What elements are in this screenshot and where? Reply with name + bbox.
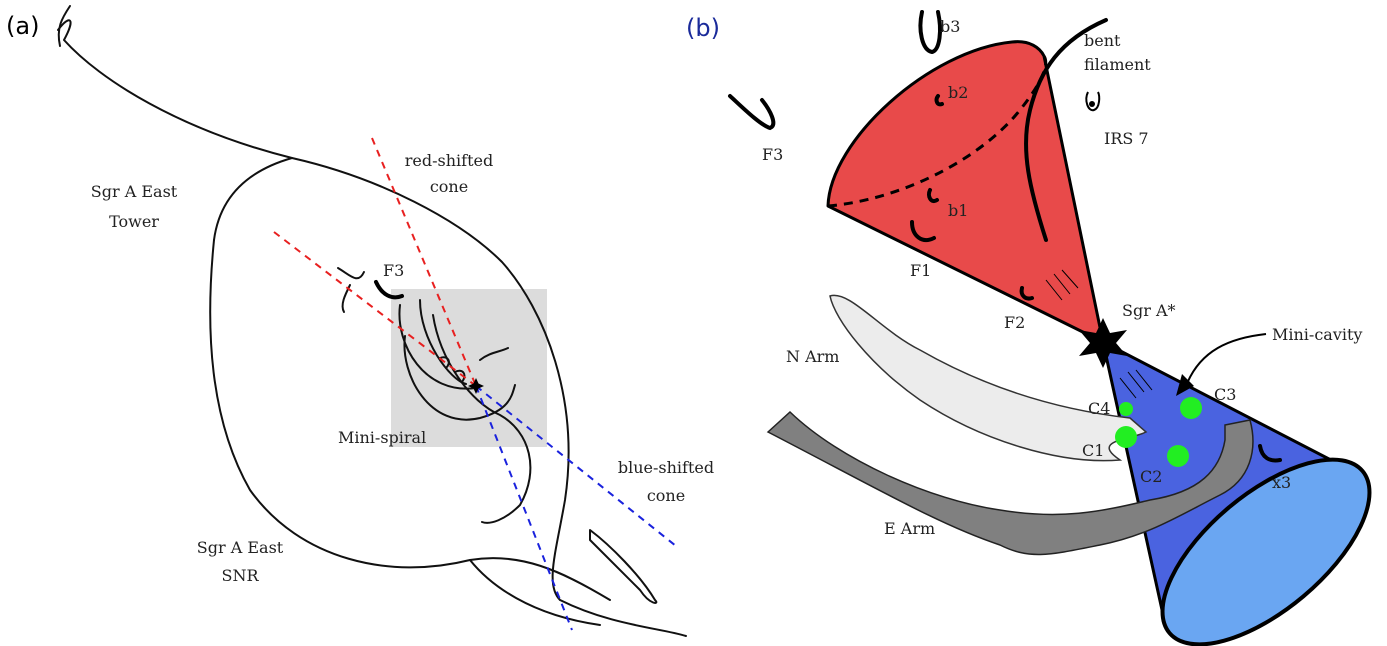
- sgr-a-east-outline: [57, 19, 687, 637]
- f3-filament-b: [341, 284, 351, 313]
- b2-mark: [934, 94, 944, 107]
- label-sgr-a-east-snr-1: Sgr A East: [197, 538, 284, 557]
- detached-filament: [589, 529, 658, 604]
- label-sgr-a-east-snr-2: SNR: [221, 566, 259, 585]
- tower-tip: [57, 5, 71, 47]
- label-c3: C3: [1214, 385, 1236, 404]
- blue-dashed-axis-1: [475, 385, 573, 631]
- label-sgr-a-east-tower-1: Sgr A East: [91, 182, 178, 201]
- f3-filament-a: [337, 267, 365, 280]
- x3-mark: [1258, 444, 1282, 463]
- red-dashed-axis-2: [273, 231, 477, 387]
- b3-filament: [918, 10, 942, 55]
- label-c1: C1: [1082, 441, 1104, 460]
- red-dashed-axis-1: [371, 137, 477, 387]
- blue-cone-base: [1160, 457, 1372, 646]
- sgr-a-star-marker-a: [468, 378, 484, 394]
- e-arm: [766, 410, 1254, 556]
- label-b3: b3: [940, 17, 960, 36]
- label-n-arm: N Arm: [786, 347, 839, 366]
- red-shifted-cone: [826, 40, 1105, 344]
- label-f3-a: F3: [383, 261, 404, 280]
- label-bent-filament-1: bent: [1084, 31, 1121, 50]
- label-b2: b2: [948, 83, 968, 102]
- snr-lower-edge: [469, 559, 601, 626]
- f2-mark: [1019, 286, 1034, 301]
- label-red-shifted-cone-1: red-shifted: [405, 151, 493, 170]
- label-sgr-a-east-tower-2: Tower: [109, 212, 159, 231]
- f3-hook-a: [374, 280, 404, 300]
- red-flow-arrows: [1045, 269, 1079, 301]
- panel-a: (a) Sgr A East Tower red-shifted: [6, 5, 714, 637]
- panel-b-tag: (b): [686, 14, 720, 42]
- label-irs7: IRS 7: [1104, 129, 1149, 148]
- label-blue-shifted-cone-1: blue-shifted: [618, 458, 714, 477]
- mini-spiral-hook-2: [454, 369, 466, 383]
- label-c4: C4: [1088, 399, 1110, 418]
- mini-spiral-tick: [479, 347, 509, 361]
- irs7-marker: [1085, 91, 1101, 112]
- clump-c3: [1180, 397, 1202, 419]
- label-blue-shifted-cone-2: cone: [647, 486, 685, 505]
- blue-dashed-axis-2: [475, 385, 677, 547]
- label-sgr-a-star: Sgr A*: [1122, 301, 1176, 320]
- label-f1: F1: [910, 261, 931, 280]
- mini-cavity-arrow: [1185, 333, 1267, 387]
- label-c2: C2: [1140, 467, 1162, 486]
- f1-mark: [910, 220, 936, 242]
- mini-spiral-arc-1: [398, 304, 477, 390]
- tower-inner-edge: [213, 157, 293, 241]
- label-e-arm: E Arm: [884, 519, 935, 538]
- label-f3-b: F3: [762, 145, 783, 164]
- b1-mark: [926, 188, 939, 203]
- mini-spiral-hook: [439, 356, 450, 369]
- label-bent-filament-2: filament: [1084, 55, 1151, 74]
- label-f2: F2: [1004, 313, 1025, 332]
- snr-outline: [209, 239, 611, 601]
- panel-a-tag: (a): [6, 12, 39, 40]
- f3-filament-b: [728, 94, 776, 131]
- label-x3: x3: [1272, 473, 1291, 492]
- bent-filament: [1024, 18, 1108, 242]
- label-b1: b1: [948, 201, 968, 220]
- mini-spiral-arc-4: [403, 335, 516, 421]
- clump-c4: [1119, 402, 1133, 416]
- irs7-dot: [1089, 101, 1095, 107]
- n-arm: [829, 294, 1148, 462]
- blue-flow-arrows: [1119, 369, 1153, 399]
- label-mini-cavity: Mini-cavity: [1272, 325, 1362, 344]
- label-red-shifted-cone-2: cone: [430, 177, 468, 196]
- mini-cavity-arrowhead: [1176, 374, 1194, 396]
- clump-c2: [1167, 445, 1189, 467]
- panel-b: (b) b3: [686, 10, 1372, 646]
- sgr-a-star-marker-b: [1079, 318, 1127, 368]
- clump-c1: [1115, 426, 1137, 448]
- label-mini-spiral: Mini-spiral: [338, 428, 426, 447]
